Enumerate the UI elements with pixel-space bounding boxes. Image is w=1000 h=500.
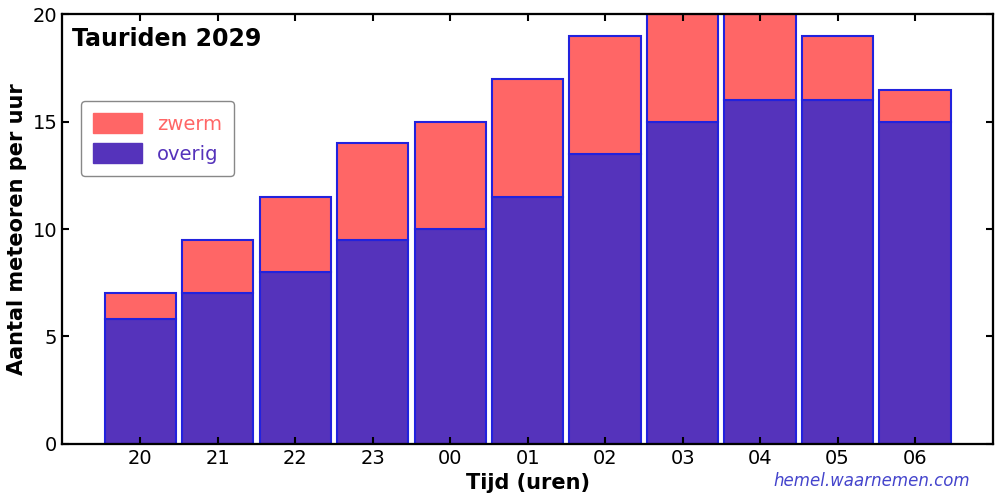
Text: Tauriden 2029: Tauriden 2029 <box>72 28 261 52</box>
Bar <box>647 122 718 444</box>
Legend: zwerm, overig: zwerm, overig <box>81 102 234 176</box>
Bar <box>337 240 408 444</box>
Bar <box>879 122 951 444</box>
Y-axis label: Aantal meteoren per uur: Aantal meteoren per uur <box>7 83 27 375</box>
Bar <box>492 197 563 444</box>
Bar <box>182 294 253 444</box>
Bar <box>337 143 408 240</box>
Bar <box>415 229 486 444</box>
Bar <box>492 79 563 197</box>
Bar <box>802 36 873 100</box>
Bar <box>182 240 253 294</box>
Bar <box>260 272 331 444</box>
Bar <box>879 90 951 122</box>
Bar <box>415 122 486 229</box>
Bar <box>802 100 873 444</box>
Bar <box>569 36 641 154</box>
Bar <box>260 197 331 272</box>
Bar <box>105 319 176 444</box>
X-axis label: Tijd (uren): Tijd (uren) <box>466 473 590 493</box>
Bar <box>569 154 641 444</box>
Bar <box>647 14 718 122</box>
Text: hemel.waarnemen.com: hemel.waarnemen.com <box>773 472 970 490</box>
Bar <box>105 294 176 319</box>
Bar <box>724 100 796 444</box>
Bar <box>724 14 796 100</box>
